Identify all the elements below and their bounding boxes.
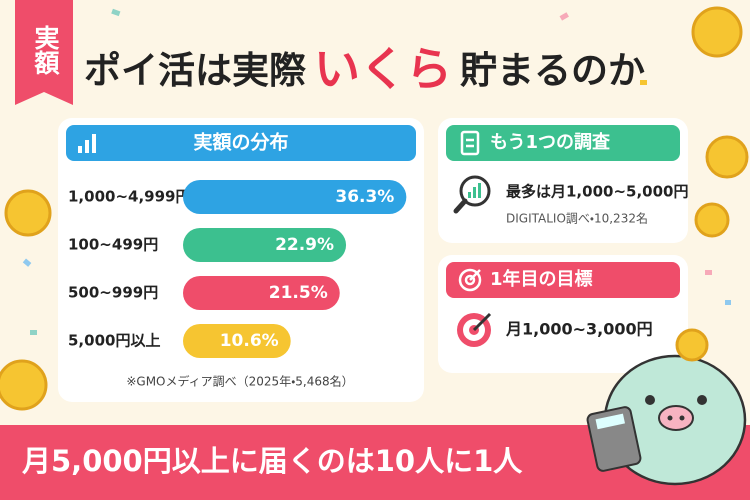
pig-mascot bbox=[586, 328, 747, 486]
category-label: 500~999円 bbox=[68, 284, 158, 302]
category-label: 1,000~4,999円 bbox=[68, 188, 190, 206]
survey-main: 最多は月1,000~5,000円 bbox=[506, 183, 688, 201]
category-label: 5,000円以上 bbox=[68, 332, 160, 350]
goal-title: 1年目の目標 bbox=[490, 268, 593, 290]
target-icon bbox=[457, 312, 492, 347]
confetti bbox=[22, 8, 731, 335]
bar bbox=[183, 324, 291, 358]
chart-note: ※GMOメディア調べ（2025年・5,468名） bbox=[126, 374, 353, 389]
value-label: 22.9% bbox=[275, 235, 334, 255]
title-part: ポイ活は実際 bbox=[84, 49, 306, 92]
survey-header bbox=[446, 125, 680, 161]
title-part: 貯まるのか bbox=[460, 49, 645, 92]
title-highlight: いくら bbox=[314, 42, 452, 96]
bars: 1,000~4,999円 36.3% 100~499円 22.9% 500~999円 21… bbox=[68, 180, 407, 358]
goal-main: 月1,000~3,000円 bbox=[505, 320, 653, 339]
value-label: 36.3% bbox=[335, 187, 394, 207]
value-label: 21.5% bbox=[269, 283, 328, 303]
coins bbox=[0, 6, 749, 411]
bar bbox=[183, 180, 407, 214]
badge-text: 実額 bbox=[31, 25, 61, 76]
badge-ribbon bbox=[15, 0, 73, 105]
bar bbox=[183, 228, 347, 262]
value-label: 10.6% bbox=[220, 331, 279, 351]
magnifier-icon bbox=[453, 175, 491, 214]
target-icon-small bbox=[458, 268, 482, 292]
clipboard-icon bbox=[460, 130, 480, 156]
chart-header bbox=[66, 125, 416, 161]
survey-source: DIGITALIO調べ・10,232名 bbox=[506, 211, 648, 226]
survey-title: もう1つの調査 bbox=[490, 131, 610, 153]
bar bbox=[183, 276, 340, 310]
title: ポイ活は実際 いくら 貯まるのか bbox=[84, 42, 645, 96]
chart-icon bbox=[78, 134, 96, 153]
goal-header bbox=[446, 262, 680, 298]
footer-text: 月5,000円以上に届くのは10人に1人 bbox=[21, 444, 523, 478]
category-label: 100~499円 bbox=[68, 236, 158, 254]
chart-title: 実額の分布 bbox=[193, 131, 288, 154]
